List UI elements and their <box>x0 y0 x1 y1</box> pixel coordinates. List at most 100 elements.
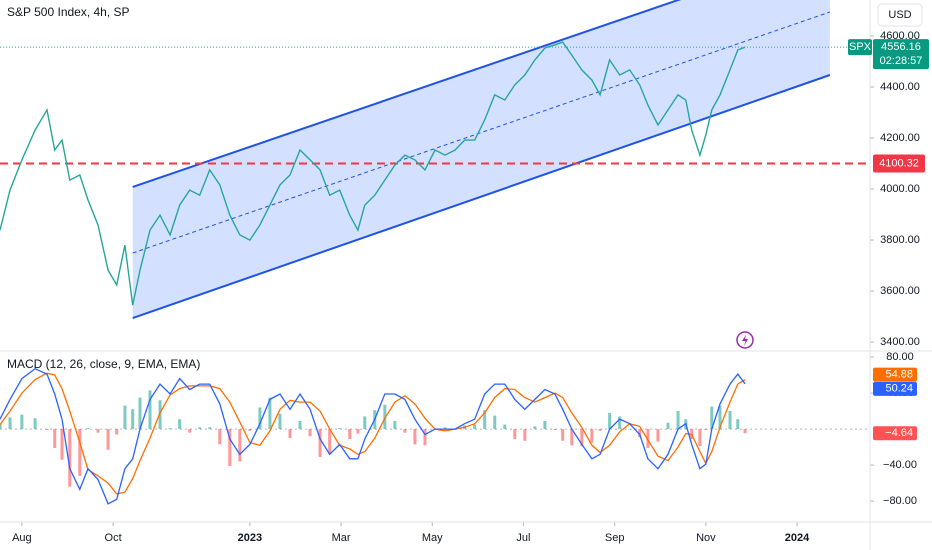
countdown-label: 02:28:57 <box>880 55 923 67</box>
histogram-bar <box>45 429 49 430</box>
histogram-bar <box>238 429 242 462</box>
histogram-bar <box>33 418 37 430</box>
histogram-bar <box>443 427 447 430</box>
histogram-bar <box>493 415 497 430</box>
symbol-label: SPX <box>849 41 872 53</box>
histogram-bar <box>580 429 584 447</box>
histogram-bar <box>86 428 90 430</box>
channel-fill <box>132 0 830 319</box>
histogram-bar <box>20 414 24 430</box>
histogram-bar <box>278 413 282 430</box>
level-badge <box>873 154 925 173</box>
histogram-bar <box>78 429 82 476</box>
histogram-bar <box>96 429 100 433</box>
histogram-bar <box>228 429 232 466</box>
histogram-bar <box>656 429 660 442</box>
histogram-bar <box>561 429 565 441</box>
histogram-bar <box>473 424 477 430</box>
histogram-bar <box>618 416 622 430</box>
histogram-bar <box>348 429 352 439</box>
histogram-bar <box>698 429 702 447</box>
histogram-bar <box>198 427 202 430</box>
histogram-bar <box>258 407 262 430</box>
chart-title: S&P 500 Index, 4h, SP <box>7 5 130 19</box>
histogram-bar <box>363 416 367 430</box>
price-pane <box>0 0 870 320</box>
icon-bolt[interactable] <box>742 335 748 346</box>
histogram-bar <box>570 429 574 446</box>
x-tick-label: Sep <box>605 532 625 544</box>
channel-lower <box>132 74 831 320</box>
indicator-value: −4.64 <box>885 427 913 439</box>
histogram-bar <box>0 423 2 430</box>
y-tick-label: 3800.00 <box>880 234 920 246</box>
y-tick-label: 4600.00 <box>880 30 920 42</box>
histogram-bar <box>646 429 650 448</box>
indicator-badge <box>873 367 917 382</box>
histogram-bar <box>523 429 527 441</box>
histogram-bar <box>666 422 670 430</box>
histogram-bar <box>168 428 172 430</box>
indicator-value: 50.24 <box>885 383 913 395</box>
price-badge <box>873 39 929 70</box>
histogram-bar <box>403 429 407 433</box>
histogram-bar <box>743 429 747 434</box>
histogram-bar <box>423 429 427 446</box>
histogram-bar <box>553 429 557 430</box>
histogram-bar <box>704 429 708 430</box>
alert-icon[interactable] <box>736 331 754 349</box>
symbol-badge <box>848 39 872 56</box>
channel-middle <box>132 11 831 254</box>
histogram-bar <box>543 420 547 430</box>
y-tick-label: 4200.00 <box>880 132 920 144</box>
x-tick-label: Jul <box>516 532 530 544</box>
histogram-bar <box>728 411 732 430</box>
histogram-bar <box>68 429 72 487</box>
y-tick-label: 4000.00 <box>880 183 920 195</box>
histogram-bar <box>356 429 360 434</box>
histogram-bar <box>248 429 252 431</box>
histogram-bar <box>8 417 12 430</box>
histogram-bar <box>106 429 110 450</box>
histogram-bar <box>328 429 332 455</box>
histogram-bar <box>608 412 612 430</box>
y-tick-label: −80.00 <box>883 495 917 507</box>
currency-button[interactable] <box>877 3 923 27</box>
currency-label[interactable]: USD <box>888 9 911 21</box>
histogram-bar <box>268 397 272 430</box>
y-tick-label: 3600.00 <box>880 285 920 297</box>
indicator-line <box>0 367 746 505</box>
histogram-bar <box>710 406 714 430</box>
icon-circle[interactable] <box>736 331 754 349</box>
histogram-bar <box>218 429 222 445</box>
histogram-bar <box>483 410 487 430</box>
histogram-bar <box>413 429 417 445</box>
histogram-bar <box>383 404 387 430</box>
histogram-bar <box>393 420 397 430</box>
badges: 4100.32 SPX 4556.16 02:28:57 50.24 54.88 −4.64 <box>848 39 929 441</box>
histogram-bar <box>53 429 57 448</box>
y-tick-label: 80.00 <box>886 351 914 363</box>
x-tick-label: Nov <box>696 532 716 544</box>
histogram-bar <box>676 411 680 430</box>
histogram-bar <box>131 409 135 430</box>
histogram-bar <box>188 429 192 433</box>
histogram-bar <box>115 429 119 435</box>
histogram-bar <box>590 429 594 443</box>
indicator-badge <box>873 381 917 396</box>
histogram-bar <box>158 400 162 430</box>
histogram-bar <box>178 419 182 430</box>
channel-upper <box>132 0 682 188</box>
x-tick-label: May <box>422 532 443 544</box>
y-tick-label: 3400.00 <box>880 336 920 348</box>
histogram-bar <box>338 428 342 430</box>
histogram-bar <box>503 424 507 430</box>
y-tick-label: 4400.00 <box>880 81 920 93</box>
histogram-bar <box>60 429 64 460</box>
x-tick-label: Oct <box>105 532 122 544</box>
price-label: 4556.16 <box>881 41 921 53</box>
histogram-bar <box>718 405 722 430</box>
